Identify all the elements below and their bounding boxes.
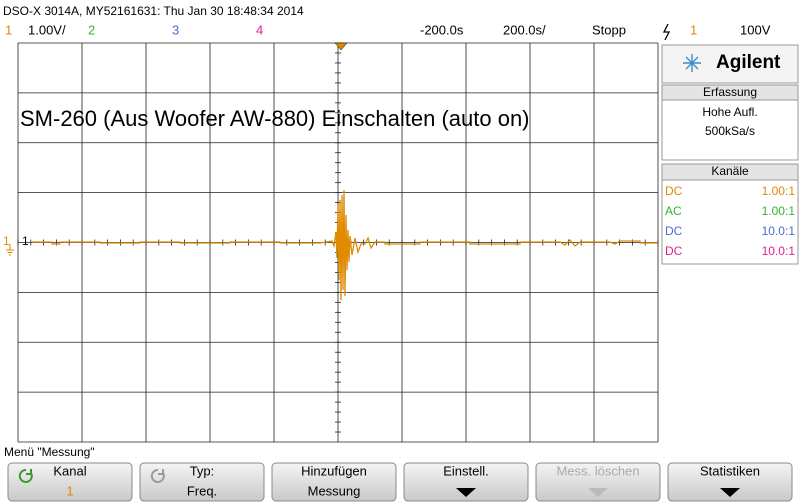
time-scale: 200.0s/	[503, 22, 546, 37]
channel-coupling: AC	[665, 204, 682, 218]
channel-coupling: DC	[665, 244, 683, 258]
trigger-icon	[662, 23, 671, 41]
button-face	[7, 462, 133, 502]
button-label: Einstell.	[443, 463, 489, 478]
trigger-channel: 1	[690, 22, 697, 37]
down-arrow	[720, 488, 740, 497]
channel-probe: 10.0:1	[762, 224, 796, 238]
button-value: Messung	[308, 483, 361, 498]
device-title: DSO-X 3014A, MY52161631: Thu Jan 30 18:4…	[3, 4, 304, 18]
time-offset: -200.0s	[420, 22, 464, 37]
button-label: Mess. löschen	[556, 463, 639, 478]
section-title: Kanäle	[711, 164, 749, 178]
channel-number: 2	[88, 22, 95, 37]
button-face	[535, 462, 661, 502]
button-face	[667, 462, 793, 502]
softkey-button[interactable]: Einstell.	[403, 462, 529, 502]
screen-annotation: SM-260 (Aus Woofer AW-880) Einschalten (…	[20, 106, 530, 131]
agilent-logo-spark	[683, 54, 701, 72]
menu-title: Menü "Messung"	[4, 445, 95, 459]
channel-number: 3	[172, 22, 179, 37]
button-label: Hinzufügen	[301, 463, 367, 478]
waveform	[32, 189, 658, 301]
channel-level-marker: 1	[22, 234, 29, 248]
channel-probe: 1.00:1	[762, 184, 796, 198]
trigger-level: 100V	[740, 22, 771, 37]
button-label: Kanal	[53, 463, 86, 478]
button-value: 1	[66, 483, 73, 498]
channel-number: 4	[256, 22, 263, 37]
section-title: Erfassung	[703, 85, 757, 99]
section-body	[661, 179, 799, 265]
acquisition-mode: Hohe Aufl.	[702, 105, 757, 119]
softkey-button[interactable]: Statistiken	[667, 462, 793, 502]
rotate-icon	[18, 468, 33, 483]
button-face	[139, 462, 265, 502]
softkey-button[interactable]: Typ: Freq.	[139, 462, 265, 502]
down-arrow	[456, 488, 476, 497]
channel-coupling: DC	[665, 184, 683, 198]
channel-coupling: DC	[665, 224, 683, 238]
section-body	[661, 99, 799, 161]
button-label: Statistiken	[700, 463, 760, 478]
channel-probe: 1.00:1	[762, 204, 796, 218]
sample-rate: 500kSa/s	[705, 124, 755, 138]
channel-scale: 1.00V/	[28, 22, 66, 37]
button-label: Typ:	[190, 463, 215, 478]
trigger-position-marker	[334, 42, 348, 51]
brand: Agilent	[716, 52, 781, 73]
button-face	[403, 462, 529, 502]
button-face	[271, 462, 397, 502]
softkey-button: Mess. löschen	[535, 462, 661, 502]
graticule	[17, 42, 659, 443]
down-arrow	[588, 488, 608, 497]
channel-probe: 10.0:1	[762, 244, 796, 258]
ground-symbol	[6, 244, 14, 256]
rotate-icon	[150, 468, 165, 483]
softkey-button[interactable]: Kanal 1	[7, 462, 133, 502]
button-value: Freq.	[187, 483, 217, 498]
channel-ground-marker: 1	[3, 234, 10, 248]
logo-box	[661, 44, 799, 84]
run-state: Stopp	[592, 22, 626, 37]
channel-number: 1	[5, 22, 12, 37]
softkey-button[interactable]: Hinzufügen Messung	[271, 462, 397, 502]
